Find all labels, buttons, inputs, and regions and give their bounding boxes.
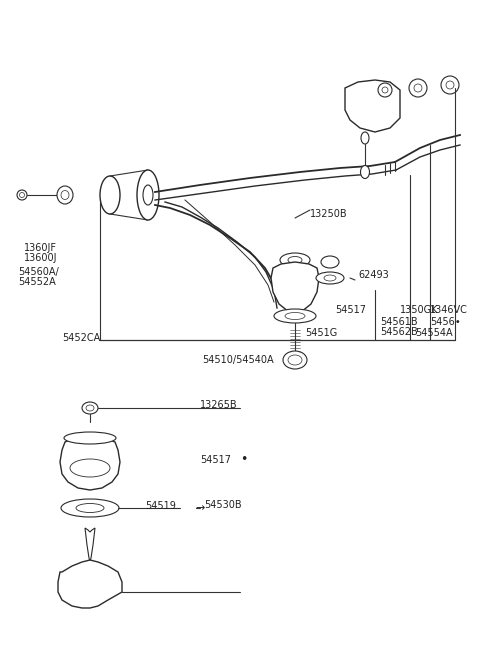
Text: 5456∙: 5456∙ <box>430 317 461 327</box>
Text: 5451G: 5451G <box>305 328 337 338</box>
Polygon shape <box>60 436 120 490</box>
Text: 1360JF: 1360JF <box>24 243 57 253</box>
Text: 54554A: 54554A <box>415 328 453 338</box>
Ellipse shape <box>324 275 336 281</box>
Ellipse shape <box>61 191 69 200</box>
Ellipse shape <box>316 272 344 284</box>
Ellipse shape <box>360 166 370 179</box>
Ellipse shape <box>409 79 427 97</box>
Text: 13250B: 13250B <box>310 209 348 219</box>
Ellipse shape <box>20 193 24 198</box>
Text: 1350GK: 1350GK <box>400 305 439 315</box>
Text: 54530B: 54530B <box>204 500 241 510</box>
Ellipse shape <box>321 256 339 268</box>
Ellipse shape <box>441 76 459 94</box>
Ellipse shape <box>288 256 302 263</box>
Polygon shape <box>58 560 122 608</box>
Text: 54552A: 54552A <box>18 277 56 287</box>
Ellipse shape <box>76 503 104 512</box>
Ellipse shape <box>17 190 27 200</box>
Ellipse shape <box>100 176 120 214</box>
Polygon shape <box>345 80 400 132</box>
Ellipse shape <box>285 313 305 319</box>
Text: 54561B: 54561B <box>380 317 418 327</box>
Ellipse shape <box>86 405 94 411</box>
Ellipse shape <box>361 132 369 144</box>
Text: 54517: 54517 <box>335 305 366 315</box>
Ellipse shape <box>61 499 119 517</box>
Ellipse shape <box>57 186 73 204</box>
Text: 5452CA: 5452CA <box>62 333 100 343</box>
Text: 54510/54540A: 54510/54540A <box>202 355 274 365</box>
Text: 54560A/: 54560A/ <box>18 267 59 277</box>
Text: 54562B: 54562B <box>380 327 418 337</box>
Ellipse shape <box>378 83 392 97</box>
Text: 62493: 62493 <box>358 270 389 280</box>
Ellipse shape <box>280 253 310 267</box>
Text: 1346VC: 1346VC <box>430 305 468 315</box>
Ellipse shape <box>283 351 307 369</box>
Ellipse shape <box>64 432 116 444</box>
Text: →: → <box>195 503 204 513</box>
Ellipse shape <box>137 170 159 220</box>
Polygon shape <box>85 528 95 562</box>
Ellipse shape <box>446 81 454 89</box>
Text: 54517: 54517 <box>200 455 231 465</box>
Text: 54519: 54519 <box>145 501 176 511</box>
Ellipse shape <box>288 355 302 365</box>
Text: 13265B: 13265B <box>200 400 238 410</box>
Polygon shape <box>271 262 319 314</box>
Ellipse shape <box>143 185 153 205</box>
Ellipse shape <box>382 87 388 93</box>
Ellipse shape <box>70 459 110 477</box>
Ellipse shape <box>82 402 98 414</box>
Ellipse shape <box>274 309 316 323</box>
Text: •: • <box>240 453 247 466</box>
Ellipse shape <box>414 84 422 92</box>
Text: 13600J: 13600J <box>24 253 58 263</box>
